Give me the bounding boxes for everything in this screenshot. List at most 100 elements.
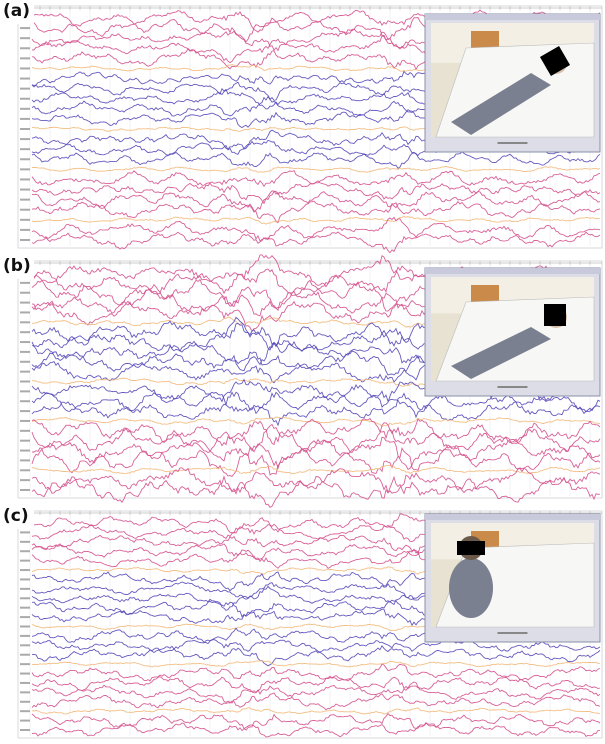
channel-label (20, 198, 30, 201)
channel-label (20, 606, 30, 609)
channel-label (20, 681, 30, 684)
video-caption (497, 632, 528, 634)
eeg-trace (31, 378, 601, 408)
channel-label (20, 77, 30, 80)
channel-label (20, 390, 30, 393)
eeg-panel: (a) (0, 1, 603, 254)
channel-label (20, 710, 30, 713)
channel-label (20, 158, 30, 161)
eeg-trace (31, 637, 601, 654)
eeg-trace (31, 475, 601, 508)
channel-label (20, 531, 30, 534)
channel-label (20, 729, 30, 731)
channel-label (20, 569, 30, 572)
channel-label (20, 311, 30, 314)
channel-label (20, 587, 30, 590)
channel-label (20, 419, 30, 422)
eeg-trace (31, 707, 601, 715)
channel-label (20, 653, 30, 656)
eeg-trace (31, 231, 601, 254)
channel-label (20, 479, 30, 482)
face-mask (539, 45, 571, 77)
channel-label (20, 360, 30, 363)
channel-label (20, 87, 30, 90)
channel-label (20, 719, 30, 722)
eeg-trace (31, 681, 601, 704)
eeg-trace (31, 660, 601, 668)
channel-label (20, 128, 30, 130)
channel-label (20, 67, 30, 70)
label-bg (0, 2, 34, 24)
channel-label (20, 672, 30, 675)
eeg-trace (31, 464, 601, 475)
face-mask (544, 304, 566, 326)
channel-label (20, 550, 30, 553)
channel-label (20, 449, 30, 452)
channel-label (20, 370, 30, 373)
person-body (451, 327, 551, 379)
video-caption (497, 142, 528, 144)
channel-label (20, 97, 30, 100)
channel-label (20, 188, 30, 191)
channel-label (20, 178, 30, 181)
channel-label (20, 301, 30, 304)
video-titlebar (425, 14, 600, 20)
channel-label (20, 410, 30, 413)
eeg-trace (31, 644, 601, 667)
face-mask (457, 541, 485, 555)
channel-label (20, 700, 30, 703)
panel-label: (c) (3, 506, 29, 526)
video-titlebar (425, 514, 600, 520)
panel-label: (a) (3, 1, 30, 21)
channel-label (20, 281, 30, 284)
eeg-trace (31, 422, 601, 454)
eeg-trace (31, 391, 601, 427)
eeg-panel: (b) (0, 254, 603, 508)
channel-label (20, 625, 30, 628)
channel-label (20, 239, 30, 241)
channel-label (20, 47, 30, 50)
channel-label (20, 400, 30, 403)
channel-label (20, 208, 30, 211)
channel-label (20, 469, 30, 472)
channel-label (20, 291, 30, 294)
eeg-trace (31, 663, 601, 682)
channel-label (20, 138, 30, 141)
channel-label (20, 380, 30, 383)
eeg-trace (31, 151, 601, 170)
channel-label (20, 691, 30, 694)
channel-label (20, 331, 30, 334)
video-titlebar (425, 268, 600, 274)
channel-label (20, 57, 30, 60)
channel-label (20, 117, 30, 120)
label-bg (0, 257, 34, 279)
label-bg (0, 507, 34, 529)
channel-label (20, 350, 30, 353)
panel-label: (b) (3, 256, 31, 276)
eeg-trace (31, 692, 601, 711)
channel-label (20, 540, 30, 543)
channel-label (20, 341, 30, 344)
channel-label (20, 37, 30, 40)
eeg-trace (31, 165, 601, 173)
channel-label (20, 578, 30, 581)
channel-label (20, 168, 30, 171)
eeg-trace (31, 467, 601, 495)
channel-label (20, 663, 30, 666)
channel-label (20, 27, 30, 30)
channel-label (20, 107, 30, 110)
eeg-trace (31, 447, 601, 477)
person-body (449, 558, 493, 618)
eeg-trace (32, 436, 601, 471)
channel-label (20, 439, 30, 442)
channel-label (20, 644, 30, 647)
channel-label (20, 429, 30, 432)
eeg-trace (31, 722, 601, 738)
channel-label (20, 218, 30, 221)
person-body (451, 73, 551, 135)
video-caption (497, 386, 528, 388)
eeg-trace (31, 190, 601, 213)
channel-label (20, 321, 30, 324)
